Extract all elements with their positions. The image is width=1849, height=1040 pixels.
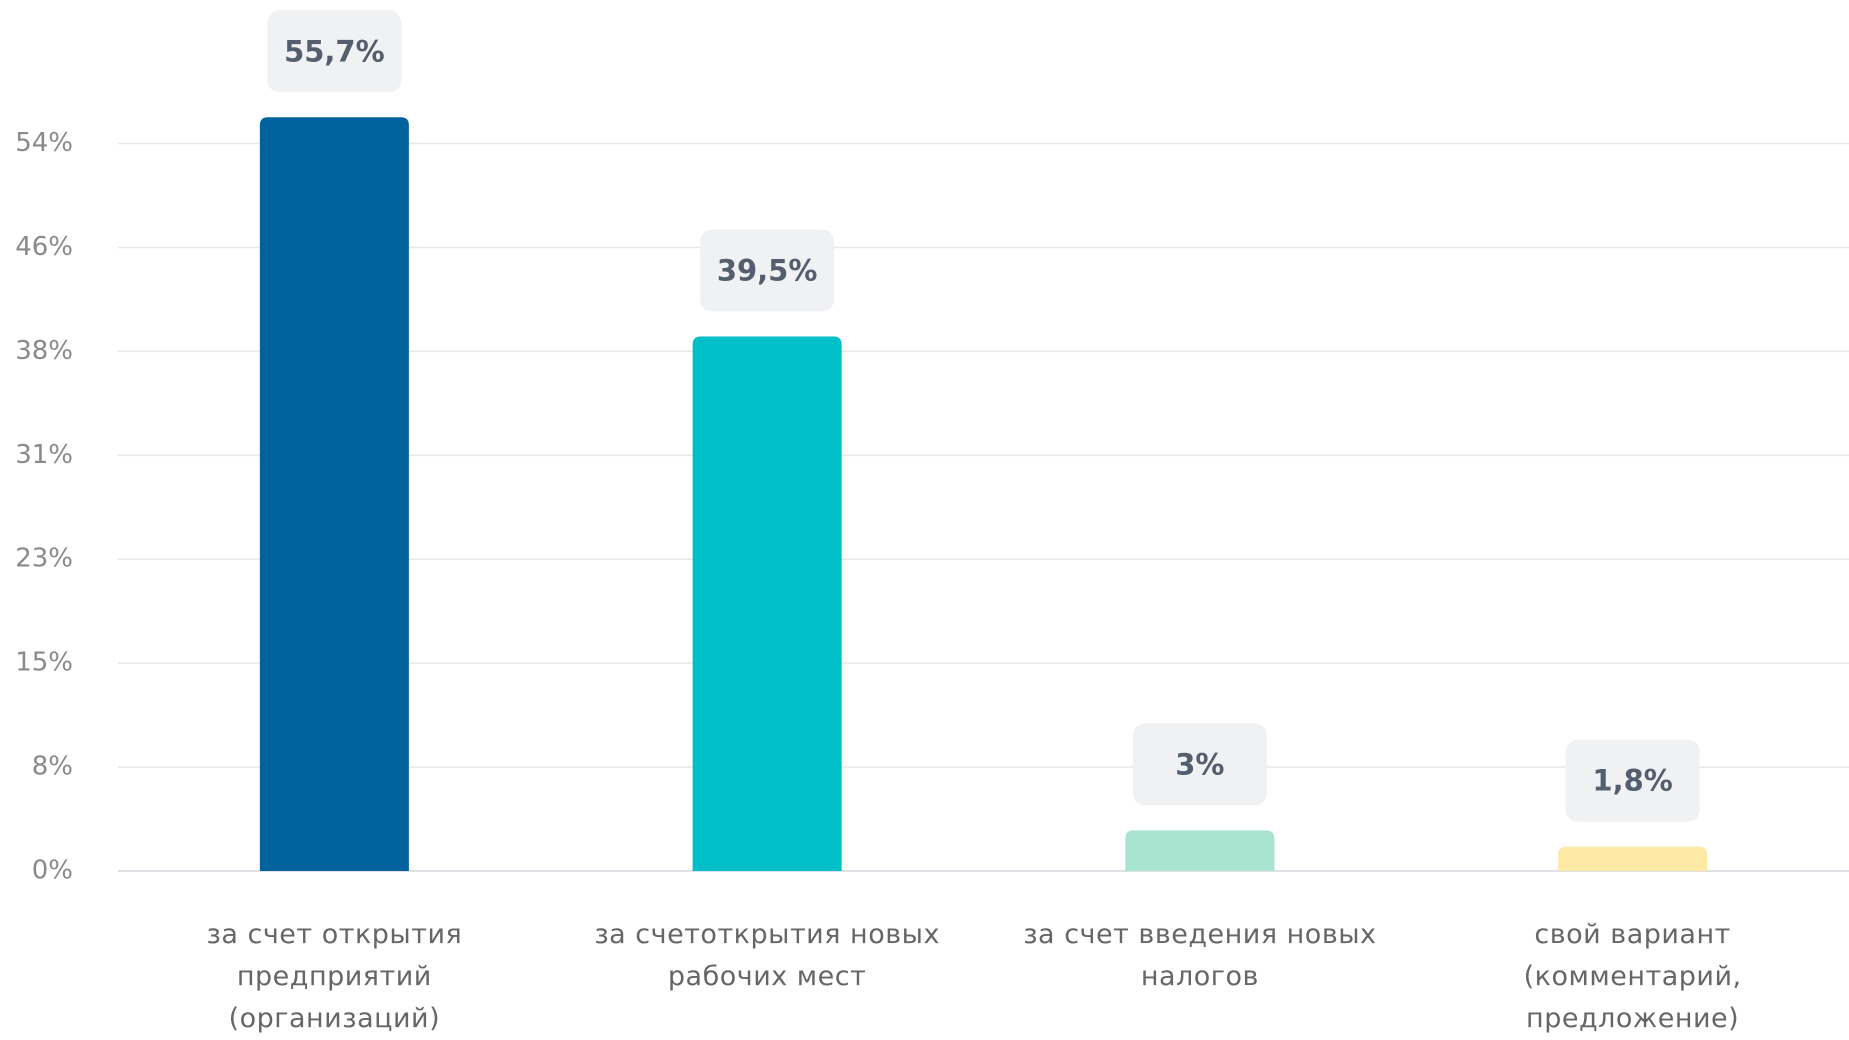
- value-label-box: [1565, 739, 1700, 822]
- x-tick-label: свой вариант (комментарий, предложение): [1523, 919, 1742, 1034]
- y-tick-label: 23%: [15, 544, 73, 574]
- bar: [259, 117, 409, 871]
- y-tick-label: 31%: [15, 440, 73, 470]
- bar: [1125, 830, 1275, 871]
- bar: [692, 336, 842, 871]
- value-label-box: [700, 229, 835, 312]
- bar: [1558, 846, 1708, 871]
- x-tick-label: за счет введения новых налогов: [1023, 919, 1377, 992]
- y-tick-label: 0%: [32, 856, 73, 886]
- value-label: 1,8%: [1592, 764, 1672, 798]
- value-label: 3%: [1175, 747, 1224, 781]
- x-tick-label: за счетоткрытия новых рабочих мест: [594, 919, 940, 992]
- y-tick-label: 54%: [15, 128, 73, 158]
- x-tick-label: за счет открытия предприятий (организаци…: [206, 919, 463, 1034]
- y-tick-label: 46%: [15, 232, 73, 262]
- value-label-box: [267, 10, 402, 93]
- value-label: 55,7%: [284, 34, 385, 68]
- value-label: 39,5%: [717, 254, 818, 288]
- value-label-box: [1132, 723, 1267, 806]
- y-tick-label: 8%: [32, 752, 73, 782]
- y-tick-label: 38%: [15, 336, 73, 366]
- y-tick-label: 15%: [15, 648, 73, 678]
